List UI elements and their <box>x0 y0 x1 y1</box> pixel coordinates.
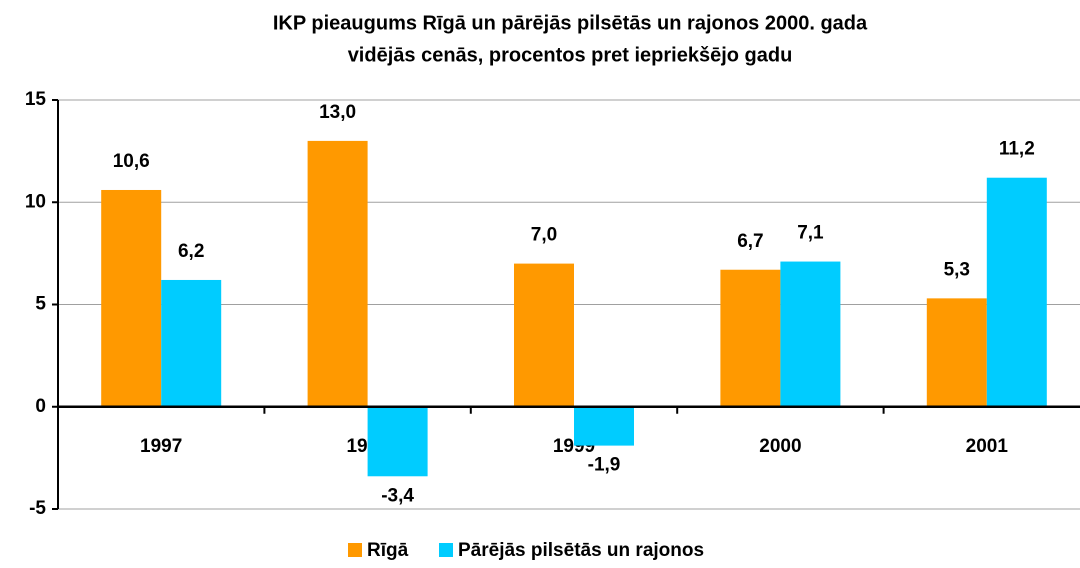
bar <box>720 269 781 407</box>
data-label: 10,6 <box>113 151 150 172</box>
x-tick-label: 1997 <box>140 436 182 457</box>
bar <box>926 298 987 407</box>
data-label: 7,0 <box>531 225 557 246</box>
bar <box>161 279 222 407</box>
y-tick-label: 0 <box>35 396 46 417</box>
bar <box>367 406 428 477</box>
legend-swatch <box>348 543 362 557</box>
data-label: -1,9 <box>588 455 621 476</box>
bar <box>986 177 1047 407</box>
y-tick-label: -5 <box>29 498 46 519</box>
data-label: 5,3 <box>944 259 970 280</box>
data-label: 7,1 <box>797 223 824 244</box>
y-tick-label: 10 <box>25 191 46 212</box>
data-label: 13,0 <box>319 102 356 123</box>
chart-title: IKP pieaugums Rīgā un pārējās pilsētās u… <box>273 12 868 34</box>
bar <box>780 261 841 407</box>
bar <box>101 189 162 407</box>
bar <box>574 406 634 446</box>
data-label: -3,4 <box>381 485 414 506</box>
data-label: 6,7 <box>737 231 763 252</box>
bar <box>514 263 574 407</box>
legend-swatch <box>439 543 453 557</box>
chart-title: vidējās cenās, procentos pret iepriekšēj… <box>348 44 793 66</box>
data-label: 11,2 <box>999 139 1035 160</box>
x-tick-label: 2001 <box>966 436 1009 457</box>
x-tick-label: 2000 <box>759 436 801 457</box>
data-label: 6,2 <box>178 241 204 262</box>
legend-label: Rīgā <box>367 540 409 561</box>
legend-label: Pārējās pilsētās un rajonos <box>458 540 704 561</box>
y-tick-label: 5 <box>35 294 46 315</box>
bar <box>307 140 368 407</box>
y-tick-label: 15 <box>25 89 47 110</box>
